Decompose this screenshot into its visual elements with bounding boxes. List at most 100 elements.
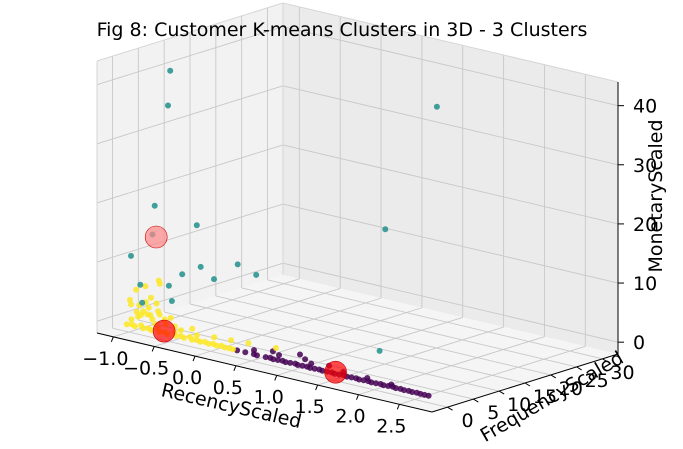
data-point: [167, 67, 174, 74]
data-points: [123, 67, 440, 399]
data-point: [168, 298, 175, 304]
data-point: [251, 347, 257, 354]
data-point: [165, 282, 172, 289]
x-tick-mark: [274, 375, 278, 381]
pane-edge: [96, 2, 284, 62]
data-point: [165, 102, 171, 109]
y-tick-mark: [473, 398, 479, 403]
y-tick-label: 10: [507, 394, 531, 416]
data-point: [302, 356, 309, 363]
chart-title: Fig 8: Customer K-means Clusters in 3D -…: [97, 19, 588, 41]
x-tick-mark: [192, 355, 196, 362]
data-point: [276, 352, 282, 359]
grid-line-z-left: [96, 262, 284, 322]
data-point: [234, 261, 241, 268]
data-point: [133, 308, 140, 315]
x-axis-line: [96, 332, 433, 413]
tick-labels: −1.0−0.5 0.0 0.5 1.0 1.5 2.0 2.5 0 5 10 15 20 25 3001…: [82, 96, 657, 438]
data-point: [364, 375, 371, 381]
data-point: [128, 316, 135, 323]
data-point: [297, 351, 303, 358]
data-point: [319, 367, 326, 374]
z-axis-label: MonetaryScaled: [645, 119, 667, 272]
data-point: [148, 327, 155, 334]
data-point: [409, 389, 416, 395]
data-point: [139, 299, 146, 306]
data-point: [189, 336, 196, 343]
data-point: [262, 354, 269, 361]
y-tick-label: 20: [559, 378, 583, 400]
y-tick-mark: [498, 390, 505, 395]
data-point: [242, 349, 249, 356]
data-point: [211, 276, 217, 283]
data-point: [181, 334, 187, 341]
y-tick-label: 0: [461, 410, 473, 432]
grid-line-y-floor: [215, 295, 551, 376]
x-tick-mark: [110, 336, 114, 343]
grid-line-z-back: [282, 262, 619, 343]
data-point: [245, 340, 252, 347]
data-point: [376, 347, 383, 354]
data-point: [197, 338, 204, 345]
grid-line-y-floor: [189, 303, 526, 384]
data-point: [433, 103, 440, 110]
data-point: [274, 357, 281, 363]
x-tick-label: 0.5: [213, 377, 243, 399]
data-point: [368, 379, 375, 386]
data-point: [373, 380, 379, 387]
y-tick-mark: [524, 382, 531, 387]
data-point: [380, 382, 387, 389]
grid-line-z-left: [96, 26, 284, 86]
grid-line-z-back: [282, 203, 619, 284]
y-tick-label: 25: [585, 370, 609, 392]
data-point: [131, 323, 138, 330]
z-tick-label: 20: [633, 214, 657, 236]
grid-line-y-floor: [267, 279, 603, 360]
data-point: [193, 332, 200, 339]
data-point: [401, 387, 408, 394]
data-point: [221, 344, 228, 351]
data-point: [311, 365, 318, 372]
x-tick-label: 0.0: [172, 367, 202, 389]
y-tick-label: 5: [487, 402, 499, 424]
y-tick-mark: [447, 406, 453, 411]
data-point: [273, 345, 279, 351]
data-point: [153, 300, 160, 307]
data-point: [128, 252, 134, 259]
data-point: [126, 296, 133, 303]
centroid-marker: [324, 360, 347, 384]
data-point: [140, 325, 147, 332]
data-point: [197, 263, 204, 270]
data-point: [144, 311, 151, 318]
axis-edges: [96, 2, 624, 413]
data-point: [211, 334, 218, 341]
data-point: [213, 342, 220, 349]
grid-line-z-back: [282, 85, 619, 166]
grid-line-z-back: [282, 26, 619, 107]
data-point: [356, 376, 363, 383]
data-point: [282, 359, 289, 366]
x-tick-mark: [315, 384, 319, 391]
data-point: [167, 314, 174, 321]
data-point: [253, 271, 260, 278]
back-pane: [283, 3, 618, 354]
grid-line-z-back: [282, 144, 619, 225]
data-point: [228, 337, 234, 344]
pane-edge: [282, 2, 619, 83]
data-point: [205, 340, 212, 347]
data-point: [193, 222, 200, 229]
z-tick-label: 0: [633, 332, 645, 354]
x-tick-mark: [396, 404, 400, 410]
data-point: [123, 321, 130, 328]
data-point: [392, 385, 399, 392]
data-point: [382, 226, 389, 233]
data-point: [189, 325, 196, 332]
grid-line-y-floor: [164, 311, 500, 392]
centroid-marker: [152, 319, 176, 343]
z-tick-label: 30: [633, 155, 657, 177]
grid-line-z-left: [96, 144, 284, 204]
grid-line-z-left: [96, 203, 284, 263]
data-point: [155, 308, 162, 315]
